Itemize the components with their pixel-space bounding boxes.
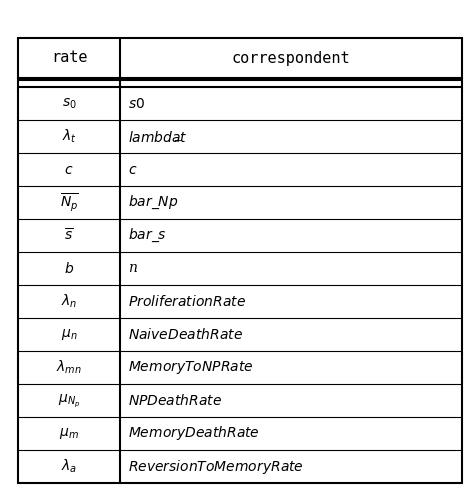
Text: $s_0$: $s_0$ xyxy=(61,97,76,111)
Text: $ProliferationRate$: $ProliferationRate$ xyxy=(128,294,246,309)
Text: $\mu_{N_p}$: $\mu_{N_p}$ xyxy=(58,392,80,409)
Text: $MemoryToNPRate$: $MemoryToNPRate$ xyxy=(128,359,254,376)
Text: $\lambda_t$: $\lambda_t$ xyxy=(61,128,77,145)
Text: $NPDeathRate$: $NPDeathRate$ xyxy=(128,393,222,408)
Text: $NaiveDeathRate$: $NaiveDeathRate$ xyxy=(128,327,243,342)
Text: correspondent: correspondent xyxy=(232,50,350,66)
Text: $b$: $b$ xyxy=(64,261,74,276)
Text: $s0$: $s0$ xyxy=(128,97,145,111)
Text: $\lambda_{mn}$: $\lambda_{mn}$ xyxy=(56,359,82,376)
Text: $bar\_s$: $bar\_s$ xyxy=(128,227,167,244)
Text: rate: rate xyxy=(51,50,87,66)
Text: $bar\_Np$: $bar\_Np$ xyxy=(128,194,178,211)
Text: $\lambda_a$: $\lambda_a$ xyxy=(61,458,77,475)
Text: $c$: $c$ xyxy=(64,163,74,176)
Text: n: n xyxy=(128,262,137,275)
Text: $lambda\!\!\!_{-}\!t$: $lambda\!\!\!_{-}\!t$ xyxy=(128,129,188,144)
Text: $\mu_m$: $\mu_m$ xyxy=(59,426,79,441)
Text: $\overline{s}$: $\overline{s}$ xyxy=(64,227,74,244)
Text: $\mu_n$: $\mu_n$ xyxy=(61,327,77,342)
Text: $c$: $c$ xyxy=(128,163,138,176)
Text: $MemoryDeathRate$: $MemoryDeathRate$ xyxy=(128,424,260,442)
Text: $\lambda_n$: $\lambda_n$ xyxy=(61,293,77,310)
Text: $\overline{N_p}$: $\overline{N_p}$ xyxy=(60,191,79,214)
Text: $ReversionToMemoryRate$: $ReversionToMemoryRate$ xyxy=(128,458,304,475)
